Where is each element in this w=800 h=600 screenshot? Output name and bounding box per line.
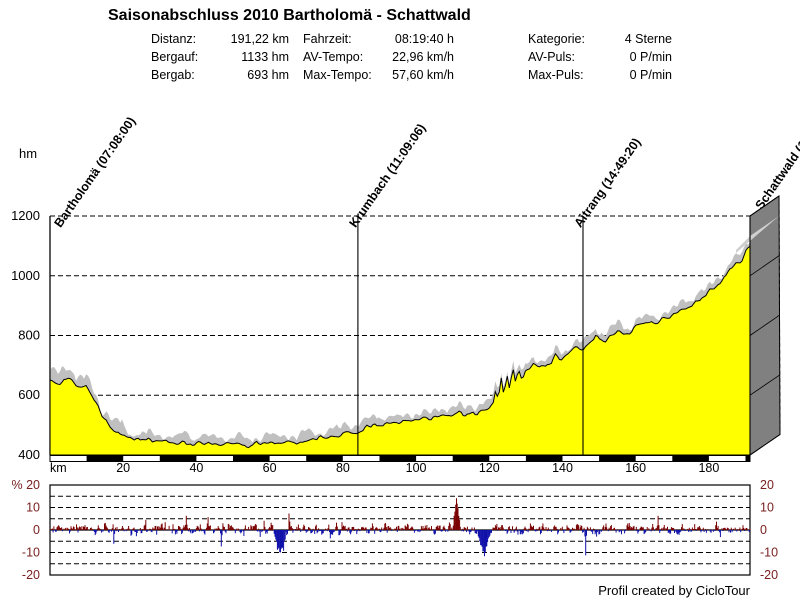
svg-text:140: 140 xyxy=(552,461,573,475)
svg-text:-20: -20 xyxy=(760,568,778,582)
svg-text:100: 100 xyxy=(406,461,427,475)
svg-text:-10: -10 xyxy=(760,546,778,560)
svg-text:-10: -10 xyxy=(22,546,40,560)
svg-text:0: 0 xyxy=(33,523,40,537)
svg-text:60: 60 xyxy=(263,461,277,475)
svg-text:-20: -20 xyxy=(22,568,40,582)
svg-text:120: 120 xyxy=(479,461,500,475)
svg-text:80: 80 xyxy=(336,461,350,475)
svg-text:0: 0 xyxy=(760,523,767,537)
svg-text:Profil created by CicloTour: Profil created by CicloTour xyxy=(598,583,750,598)
svg-text:km: km xyxy=(50,461,67,475)
svg-text:20: 20 xyxy=(116,461,130,475)
svg-text:160: 160 xyxy=(625,461,646,475)
svg-text:1200: 1200 xyxy=(11,208,40,223)
svg-text:180: 180 xyxy=(698,461,719,475)
svg-text:600: 600 xyxy=(18,387,40,402)
svg-text:10: 10 xyxy=(760,501,774,515)
svg-text:10: 10 xyxy=(26,501,40,515)
svg-text:800: 800 xyxy=(18,328,40,343)
svg-text:400: 400 xyxy=(18,447,40,462)
svg-text:40: 40 xyxy=(189,461,203,475)
svg-text:1000: 1000 xyxy=(11,268,40,283)
